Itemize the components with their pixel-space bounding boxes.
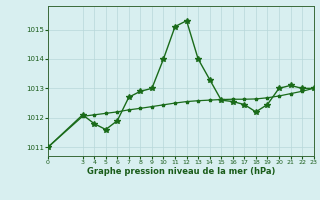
X-axis label: Graphe pression niveau de la mer (hPa): Graphe pression niveau de la mer (hPa) (87, 167, 275, 176)
